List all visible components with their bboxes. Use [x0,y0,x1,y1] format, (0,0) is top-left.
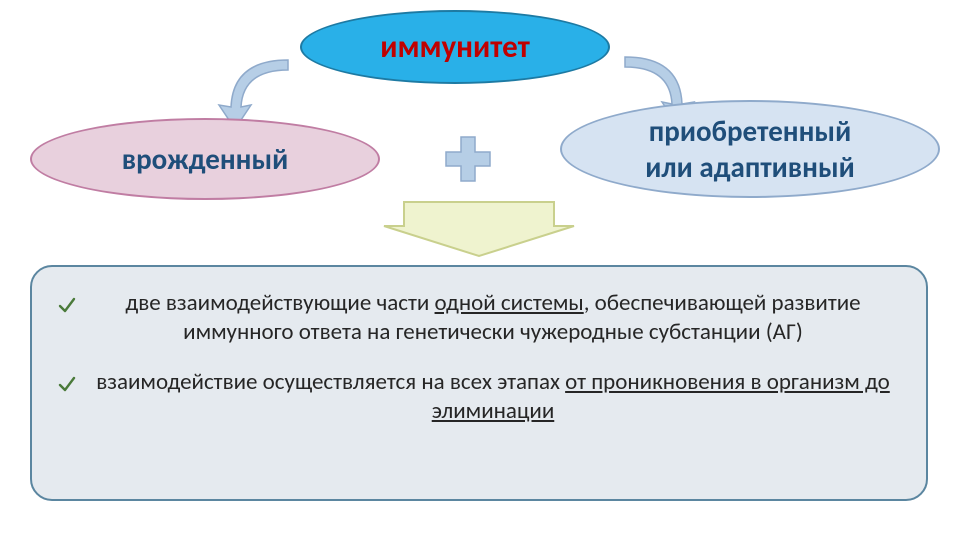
plus-icon [442,133,494,185]
b2-pre: взаимодействие осуществляется на всех эт… [96,368,565,396]
right-ellipse-text: приобретенный или адаптивный [645,113,855,185]
check-icon [58,372,76,400]
down-arrow [382,200,576,258]
b1-pre: две взаимодействующие части [125,289,434,317]
bullet-2-text: взаимодействие осуществляется на всех эт… [86,368,900,427]
right-line2: или адаптивный [645,149,855,185]
bullet-1: две взаимодействующие части одной систем… [58,289,900,348]
top-ellipse-text: иммунитет [380,28,530,66]
left-ellipse-text: врожденный [122,141,289,177]
bullet-2: взаимодействие осуществляется на всех эт… [58,368,900,427]
top-ellipse: иммунитет [300,10,610,84]
info-box: две взаимодействующие части одной систем… [30,265,928,501]
right-line1: приобретенный [645,113,855,149]
check-icon [58,293,76,321]
bullet-1-text: две взаимодействующие части одной систем… [86,289,900,348]
right-ellipse: приобретенный или адаптивный [560,100,940,198]
diagram-canvas: иммунитет врожденный приобретенный или а… [0,0,960,540]
b1-und: одной системы [435,289,584,317]
left-ellipse: врожденный [30,118,380,200]
